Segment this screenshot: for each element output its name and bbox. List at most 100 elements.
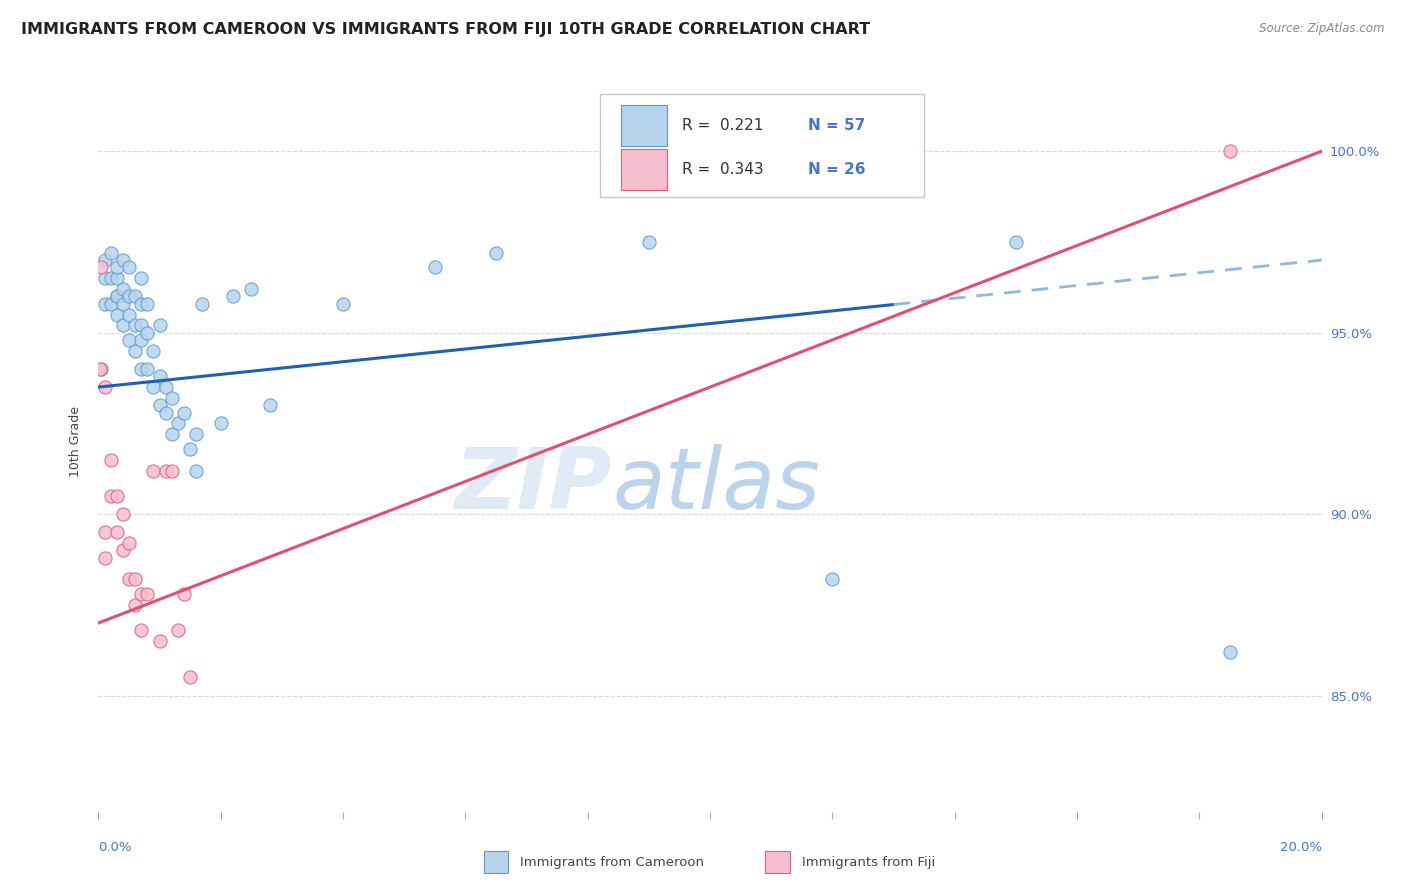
Point bbox=[222, 289, 245, 303]
Point bbox=[136, 296, 159, 310]
Bar bbox=[620, 105, 668, 145]
Point bbox=[111, 507, 134, 521]
Point bbox=[149, 369, 172, 384]
Text: ZIP: ZIP bbox=[454, 444, 612, 527]
Point bbox=[93, 380, 115, 394]
Point bbox=[160, 391, 183, 405]
Point bbox=[100, 452, 122, 467]
Point bbox=[124, 573, 146, 587]
Point bbox=[90, 260, 112, 275]
Point bbox=[149, 398, 172, 412]
Point bbox=[124, 598, 146, 612]
Point bbox=[149, 634, 172, 648]
Point bbox=[105, 308, 128, 322]
Text: Immigrants from Fiji: Immigrants from Fiji bbox=[801, 855, 935, 869]
Point bbox=[100, 245, 122, 260]
Point bbox=[129, 333, 152, 347]
Point bbox=[136, 326, 159, 340]
Point bbox=[111, 318, 134, 333]
Point bbox=[118, 308, 141, 322]
Bar bbox=[620, 150, 668, 190]
Point bbox=[100, 296, 122, 310]
Point bbox=[167, 624, 190, 638]
Text: R =  0.343: R = 0.343 bbox=[682, 162, 763, 178]
Point bbox=[179, 442, 201, 456]
Point bbox=[111, 296, 134, 310]
Point bbox=[124, 343, 146, 358]
Point bbox=[142, 380, 165, 394]
Point bbox=[111, 253, 134, 268]
Text: N = 26: N = 26 bbox=[808, 162, 865, 178]
Text: Source: ZipAtlas.com: Source: ZipAtlas.com bbox=[1260, 22, 1385, 36]
Point bbox=[209, 417, 232, 431]
Point bbox=[93, 253, 115, 268]
Point bbox=[136, 587, 159, 601]
Point bbox=[118, 536, 141, 550]
Point bbox=[191, 296, 214, 310]
Text: atlas: atlas bbox=[612, 444, 820, 527]
Point bbox=[485, 245, 508, 260]
Point bbox=[129, 624, 152, 638]
Point bbox=[124, 318, 146, 333]
Point bbox=[167, 417, 190, 431]
Point bbox=[173, 587, 195, 601]
Text: R =  0.221: R = 0.221 bbox=[682, 118, 763, 133]
FancyBboxPatch shape bbox=[600, 94, 924, 197]
Point bbox=[186, 427, 208, 442]
Point bbox=[100, 271, 122, 285]
Point bbox=[93, 271, 115, 285]
Point bbox=[186, 464, 208, 478]
Point bbox=[124, 289, 146, 303]
Point bbox=[105, 289, 128, 303]
Text: N = 57: N = 57 bbox=[808, 118, 865, 133]
Text: 20.0%: 20.0% bbox=[1279, 841, 1322, 854]
Point bbox=[259, 398, 281, 412]
Text: 0.0%: 0.0% bbox=[98, 841, 132, 854]
Point bbox=[155, 405, 177, 419]
Point bbox=[105, 260, 128, 275]
Point bbox=[1219, 145, 1241, 159]
Point bbox=[105, 489, 128, 503]
Point bbox=[118, 573, 141, 587]
Point bbox=[240, 282, 263, 296]
Text: Immigrants from Cameroon: Immigrants from Cameroon bbox=[520, 855, 704, 869]
Point bbox=[423, 260, 446, 275]
Point bbox=[129, 296, 152, 310]
Point bbox=[142, 464, 165, 478]
Point bbox=[149, 318, 172, 333]
Bar bbox=[765, 851, 790, 873]
Point bbox=[1004, 235, 1026, 249]
Point bbox=[93, 296, 115, 310]
Point bbox=[100, 489, 122, 503]
Text: IMMIGRANTS FROM CAMEROON VS IMMIGRANTS FROM FIJI 10TH GRADE CORRELATION CHART: IMMIGRANTS FROM CAMEROON VS IMMIGRANTS F… bbox=[21, 22, 870, 37]
Point bbox=[332, 296, 354, 310]
Point bbox=[160, 427, 183, 442]
Point bbox=[142, 343, 165, 358]
Point bbox=[821, 573, 844, 587]
Point bbox=[111, 543, 134, 558]
Y-axis label: 10th Grade: 10th Grade bbox=[69, 406, 83, 477]
Point bbox=[160, 464, 183, 478]
Point bbox=[118, 289, 141, 303]
Point bbox=[155, 380, 177, 394]
Point bbox=[90, 362, 112, 376]
Point bbox=[118, 260, 141, 275]
Point bbox=[93, 525, 115, 540]
Point bbox=[155, 464, 177, 478]
Point bbox=[1219, 645, 1241, 659]
Point bbox=[105, 525, 128, 540]
Point bbox=[129, 587, 152, 601]
Point bbox=[129, 318, 152, 333]
Point bbox=[105, 289, 128, 303]
Point bbox=[111, 282, 134, 296]
Point bbox=[89, 362, 111, 376]
Point bbox=[173, 405, 195, 419]
Point bbox=[129, 362, 152, 376]
Point bbox=[129, 271, 152, 285]
Point bbox=[136, 362, 159, 376]
Point bbox=[105, 271, 128, 285]
Point bbox=[118, 333, 141, 347]
Point bbox=[179, 670, 201, 684]
Bar bbox=[484, 851, 508, 873]
Point bbox=[637, 235, 661, 249]
